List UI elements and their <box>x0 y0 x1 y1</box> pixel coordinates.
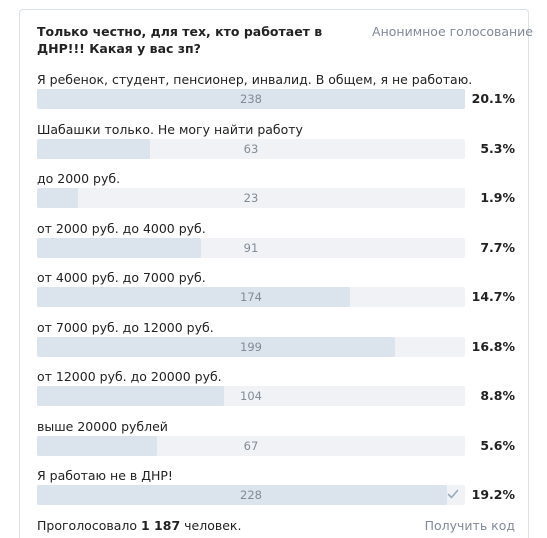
option-vote-count: 174 <box>240 290 262 304</box>
option-vote-count: 199 <box>240 339 262 354</box>
option-bar: 228 <box>37 485 465 505</box>
option-percent: 19.2% <box>471 487 515 502</box>
poll-option[interactable]: Я работаю не в ДНР! 228 19.2% <box>37 464 515 514</box>
option-vote-count: 67 <box>243 438 259 453</box>
option-vote-count: 23 <box>243 191 259 205</box>
voted-count: 1 187 <box>141 518 181 533</box>
poll-footer: Проголосовало 1 187 человек. Получить ко… <box>37 517 515 535</box>
poll-option[interactable]: до 2000 руб. 23 1.9% <box>37 167 515 217</box>
option-bar-fill <box>37 89 465 109</box>
option-vote-count: 228 <box>240 488 262 502</box>
option-label: от 7000 руб. до 12000 руб. <box>37 319 214 335</box>
option-vote-count: 104 <box>240 389 262 403</box>
poll-options: Я ребенок, студент, пенсионер, инвалид. … <box>37 68 515 514</box>
option-bar-fill <box>37 138 150 159</box>
option-bar-fill <box>37 237 201 258</box>
option-percent: 14.7% <box>471 289 515 304</box>
option-bar: 67 <box>37 435 465 456</box>
option-vote-count: 63 <box>243 141 259 156</box>
poll-option[interactable]: Шабашки только. Не могу найти работу 63 5.… <box>37 118 515 168</box>
option-bar-fill <box>37 386 224 406</box>
poll-question: Только честно, для тех, кто работает в Д… <box>37 24 323 56</box>
option-percent: 8.8% <box>480 388 515 403</box>
voted-suffix: человек. <box>180 518 242 533</box>
option-label: от 12000 руб. до 20000 руб. <box>37 369 222 384</box>
option-label: от 2000 руб. до 4000 руб. <box>37 220 206 236</box>
option-percent: 7.7% <box>480 239 515 255</box>
option-bar-fill <box>37 435 157 456</box>
option-label: Я ребенок, студент, пенсионер, инвалид. … <box>37 72 473 87</box>
option-bar: 238 <box>37 89 465 109</box>
voted-total: Проголосовало 1 187 человек. <box>37 517 241 535</box>
option-label: Шабашки только. Не могу найти работу <box>37 121 303 137</box>
option-bar: 63 <box>37 138 465 159</box>
option-percent: 5.6% <box>480 437 515 453</box>
option-bar-fill <box>37 287 350 307</box>
option-bar-fill <box>37 188 78 208</box>
get-code-link[interactable]: Получить код <box>424 518 515 533</box>
option-vote-count: 91 <box>243 240 259 255</box>
poll-option[interactable]: от 12000 руб. до 20000 руб. 104 8.8% <box>37 365 515 415</box>
option-bar: 104 <box>37 386 465 406</box>
poll-option[interactable]: Я ребенок, студент, пенсионер, инвалид. … <box>37 68 515 118</box>
option-bar: 199 <box>37 336 465 357</box>
option-percent: 16.8% <box>471 338 515 354</box>
poll-option[interactable]: от 7000 руб. до 12000 руб. 199 16.8% <box>37 316 515 366</box>
option-bar: 23 <box>37 188 465 208</box>
poll-option[interactable]: от 2000 руб. до 4000 руб. 91 7.7% <box>37 217 515 267</box>
checkmark-icon <box>447 489 459 499</box>
option-label: до 2000 руб. <box>37 171 121 186</box>
option-label: от 4000 руб. до 7000 руб. <box>37 270 206 285</box>
poll-card: Только честно, для тех, кто работает в Д… <box>19 9 533 538</box>
poll-option[interactable]: от 4000 руб. до 7000 руб. 174 14.7% <box>37 266 515 316</box>
option-percent: 1.9% <box>480 190 515 205</box>
poll-option[interactable]: выше 20000 рублей 67 5.6% <box>37 415 515 465</box>
option-label: выше 20000 рублей <box>37 418 168 434</box>
option-bar: 91 <box>37 237 465 258</box>
option-bar-fill <box>37 336 395 357</box>
option-percent: 5.3% <box>480 140 515 156</box>
option-bar-fill <box>37 485 447 505</box>
poll-mode-label: Анонимное голосование <box>372 24 533 39</box>
option-bar: 174 <box>37 287 465 307</box>
option-percent: 20.1% <box>471 91 515 106</box>
option-vote-count: 238 <box>240 92 262 106</box>
option-label: Я работаю не в ДНР! <box>37 468 173 483</box>
voted-prefix: Проголосовало <box>37 518 141 533</box>
